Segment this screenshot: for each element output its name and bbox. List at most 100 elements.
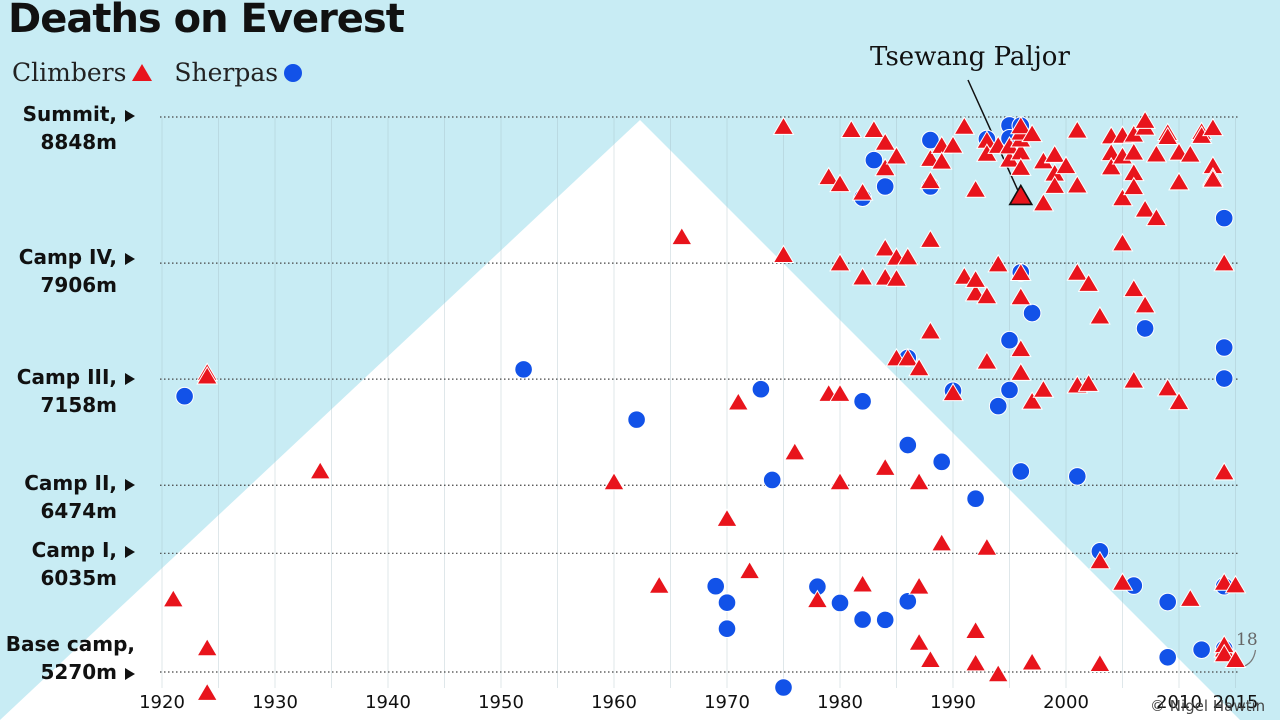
arrow-right-icon bbox=[125, 252, 135, 265]
climber-point bbox=[1009, 286, 1032, 306]
sherpa-point bbox=[1214, 338, 1234, 357]
climber-point bbox=[863, 119, 885, 138]
climber-point bbox=[874, 457, 897, 476]
climber-point bbox=[1089, 550, 1111, 570]
climber-point bbox=[806, 589, 829, 609]
y-label-camp-iii: Camp III, 7158m bbox=[17, 363, 135, 419]
climber-series bbox=[162, 110, 1247, 701]
annotation-tsewang-paljor: Tsewang Paljor bbox=[870, 42, 1070, 72]
climber-point bbox=[919, 649, 942, 669]
climber-point bbox=[840, 119, 863, 138]
climber-point bbox=[309, 460, 332, 480]
climber-point bbox=[1179, 144, 1202, 163]
climber-point bbox=[1066, 262, 1089, 281]
x-tick-label: 2010 bbox=[1156, 692, 1202, 713]
climber-point bbox=[874, 238, 897, 257]
sherpa-point bbox=[175, 386, 194, 406]
climber-point bbox=[851, 267, 874, 286]
y-label-base-camp: Base camp, 5270m bbox=[5, 632, 135, 684]
climber-point bbox=[1168, 171, 1190, 191]
climber-point bbox=[1100, 156, 1123, 176]
climber-point bbox=[1021, 652, 1043, 671]
climber-point bbox=[1009, 338, 1032, 358]
climber-point bbox=[603, 471, 625, 491]
x-tick-label: 1940 bbox=[365, 692, 411, 713]
climber-point bbox=[919, 170, 942, 190]
climber-point bbox=[1009, 362, 1032, 381]
climber-point bbox=[1213, 252, 1236, 272]
climber-point bbox=[1122, 176, 1145, 196]
climber-point bbox=[1111, 187, 1134, 207]
arrow-right-icon bbox=[125, 372, 135, 385]
arrow-right-icon bbox=[125, 667, 135, 680]
x-axis-ticks: 1920 1930 1940 1950 1960 1970 1980 1990 2000 2010… bbox=[139, 692, 1258, 713]
x-tick-label: 1950 bbox=[478, 692, 524, 713]
climber-point bbox=[817, 166, 840, 186]
climber-point bbox=[829, 173, 851, 193]
credit: © Nigel Hawtin bbox=[1150, 697, 1266, 715]
climber-point bbox=[1009, 262, 1032, 282]
climber-point bbox=[1043, 144, 1066, 163]
climber-point bbox=[196, 637, 219, 657]
sherpa-point bbox=[1135, 319, 1155, 338]
climber-point bbox=[976, 351, 998, 370]
climber-point bbox=[1066, 175, 1089, 194]
climber-point bbox=[851, 182, 874, 201]
climber-point bbox=[648, 575, 671, 594]
climber-point bbox=[1122, 278, 1145, 298]
climber-point bbox=[196, 682, 219, 701]
climber-point bbox=[670, 226, 693, 246]
climber-point bbox=[919, 321, 942, 340]
climber-point bbox=[874, 157, 897, 177]
climber-point bbox=[964, 652, 987, 672]
climber-point bbox=[1077, 273, 1100, 292]
climber-point bbox=[162, 588, 185, 608]
climber-point bbox=[716, 508, 738, 527]
x-tick-label: 1980 bbox=[817, 692, 863, 713]
sherpa-point bbox=[762, 470, 782, 490]
x-tick-label: 1970 bbox=[704, 692, 750, 713]
climber-point bbox=[1111, 572, 1134, 591]
annotation-count: 18 bbox=[1236, 630, 1258, 650]
climber-point bbox=[783, 441, 806, 461]
sherpa-point bbox=[1068, 467, 1087, 486]
climber-point bbox=[1021, 391, 1043, 410]
y-label-camp-i: Camp I, 6035m bbox=[32, 536, 135, 592]
climber-point bbox=[1089, 653, 1111, 673]
mountain-shape bbox=[0, 120, 1240, 720]
climber-point bbox=[1021, 123, 1043, 143]
climber-point bbox=[908, 357, 930, 377]
sherpa-point bbox=[1158, 592, 1177, 612]
climber-point bbox=[1043, 175, 1066, 194]
y-label-summit: Summit, 8848m bbox=[23, 100, 135, 156]
sherpa-point bbox=[1158, 647, 1177, 667]
sherpa-point bbox=[1011, 462, 1031, 481]
sherpa-point bbox=[751, 379, 771, 399]
climber-point bbox=[908, 632, 930, 651]
climber-point bbox=[727, 392, 750, 411]
climber-point bbox=[1032, 379, 1055, 398]
arrow-right-icon bbox=[125, 545, 135, 558]
x-tick-label: 2000 bbox=[1043, 692, 1089, 713]
climber-point bbox=[772, 244, 795, 264]
climber-point bbox=[829, 252, 851, 272]
sherpa-point bbox=[988, 396, 1008, 416]
climber-point bbox=[851, 573, 874, 593]
climber-point bbox=[896, 246, 919, 266]
climber-point bbox=[1122, 142, 1145, 161]
sherpa-point bbox=[864, 150, 884, 170]
x-tick-label: 1920 bbox=[139, 692, 185, 713]
climber-point bbox=[1077, 373, 1100, 392]
climber-point bbox=[942, 382, 964, 402]
sherpa-point bbox=[717, 593, 737, 612]
legend: Climbers Sherpas bbox=[12, 58, 324, 87]
climber-point bbox=[1134, 294, 1156, 314]
tsewang-paljor-point bbox=[1008, 183, 1034, 206]
climber-point bbox=[829, 471, 851, 491]
sherpa-point bbox=[1000, 380, 1019, 400]
sherpa-point bbox=[514, 360, 533, 379]
sherpa-point bbox=[898, 435, 918, 455]
y-label-camp-ii: Camp II, 6474m bbox=[24, 469, 135, 525]
climber-point bbox=[1145, 207, 1168, 227]
